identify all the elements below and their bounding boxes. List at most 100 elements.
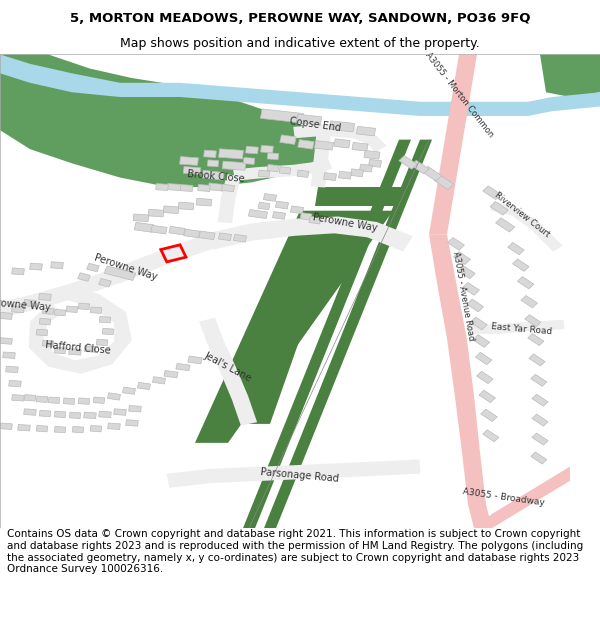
Polygon shape <box>429 234 492 528</box>
Text: Hafford Close: Hafford Close <box>45 340 111 356</box>
FancyBboxPatch shape <box>202 170 224 180</box>
FancyBboxPatch shape <box>114 409 126 415</box>
Polygon shape <box>468 320 565 334</box>
FancyBboxPatch shape <box>243 158 255 164</box>
Text: A3055 - Morton Common: A3055 - Morton Common <box>423 51 495 139</box>
FancyBboxPatch shape <box>134 222 154 232</box>
FancyBboxPatch shape <box>91 307 101 313</box>
FancyBboxPatch shape <box>222 161 246 170</box>
FancyBboxPatch shape <box>37 329 47 336</box>
FancyBboxPatch shape <box>521 296 538 308</box>
FancyBboxPatch shape <box>208 183 224 191</box>
FancyBboxPatch shape <box>183 166 201 174</box>
FancyBboxPatch shape <box>267 152 279 159</box>
FancyBboxPatch shape <box>298 139 314 149</box>
FancyBboxPatch shape <box>70 412 80 419</box>
FancyBboxPatch shape <box>11 306 25 312</box>
FancyBboxPatch shape <box>422 166 442 181</box>
FancyBboxPatch shape <box>79 398 89 404</box>
FancyBboxPatch shape <box>25 394 35 401</box>
FancyBboxPatch shape <box>84 412 96 419</box>
FancyBboxPatch shape <box>188 356 202 364</box>
FancyBboxPatch shape <box>40 318 50 325</box>
FancyBboxPatch shape <box>37 426 47 432</box>
FancyBboxPatch shape <box>55 309 65 316</box>
FancyBboxPatch shape <box>197 184 211 191</box>
Text: Map shows position and indicative extent of the property.: Map shows position and indicative extent… <box>120 37 480 50</box>
FancyBboxPatch shape <box>43 308 53 314</box>
FancyBboxPatch shape <box>73 426 83 432</box>
Polygon shape <box>29 284 132 374</box>
FancyBboxPatch shape <box>69 349 81 355</box>
Polygon shape <box>0 54 600 116</box>
FancyBboxPatch shape <box>108 423 120 429</box>
FancyBboxPatch shape <box>67 306 77 312</box>
Polygon shape <box>167 459 421 488</box>
FancyBboxPatch shape <box>368 159 382 168</box>
FancyBboxPatch shape <box>0 338 12 344</box>
FancyBboxPatch shape <box>137 382 151 389</box>
FancyBboxPatch shape <box>207 160 219 167</box>
FancyBboxPatch shape <box>0 423 12 429</box>
FancyBboxPatch shape <box>300 213 312 220</box>
FancyBboxPatch shape <box>94 397 104 403</box>
FancyBboxPatch shape <box>55 411 65 418</box>
Polygon shape <box>0 234 214 318</box>
FancyBboxPatch shape <box>167 184 181 191</box>
FancyBboxPatch shape <box>280 135 296 144</box>
Polygon shape <box>474 466 570 528</box>
Polygon shape <box>429 54 477 234</box>
Polygon shape <box>195 211 393 443</box>
FancyBboxPatch shape <box>248 209 268 219</box>
FancyBboxPatch shape <box>50 262 64 269</box>
Text: A3055 - Broadway: A3055 - Broadway <box>463 487 545 508</box>
FancyBboxPatch shape <box>329 121 355 132</box>
FancyBboxPatch shape <box>18 424 30 431</box>
Text: Riverview Court: Riverview Court <box>493 190 551 239</box>
Polygon shape <box>207 216 413 251</box>
FancyBboxPatch shape <box>411 161 429 174</box>
FancyBboxPatch shape <box>176 363 190 371</box>
FancyBboxPatch shape <box>483 186 501 199</box>
FancyBboxPatch shape <box>24 409 36 415</box>
FancyBboxPatch shape <box>196 198 212 206</box>
FancyBboxPatch shape <box>525 314 541 327</box>
FancyBboxPatch shape <box>40 410 50 417</box>
FancyBboxPatch shape <box>260 146 274 153</box>
FancyBboxPatch shape <box>399 156 417 169</box>
FancyBboxPatch shape <box>338 171 352 179</box>
FancyBboxPatch shape <box>314 141 334 150</box>
FancyBboxPatch shape <box>467 299 484 312</box>
Text: Copse End: Copse End <box>289 116 341 133</box>
FancyBboxPatch shape <box>107 392 121 400</box>
FancyBboxPatch shape <box>86 263 100 272</box>
Text: Brook Close: Brook Close <box>187 169 245 184</box>
Polygon shape <box>0 54 600 528</box>
Polygon shape <box>264 139 432 528</box>
FancyBboxPatch shape <box>532 433 548 445</box>
FancyBboxPatch shape <box>64 398 74 404</box>
FancyBboxPatch shape <box>99 411 111 418</box>
FancyBboxPatch shape <box>11 268 25 275</box>
FancyBboxPatch shape <box>279 167 291 174</box>
FancyBboxPatch shape <box>258 170 270 177</box>
FancyBboxPatch shape <box>290 206 304 214</box>
FancyBboxPatch shape <box>126 420 138 426</box>
FancyBboxPatch shape <box>233 234 247 242</box>
FancyBboxPatch shape <box>43 340 53 347</box>
FancyBboxPatch shape <box>85 346 95 352</box>
FancyBboxPatch shape <box>38 294 52 301</box>
FancyBboxPatch shape <box>37 396 47 402</box>
FancyBboxPatch shape <box>12 394 24 401</box>
FancyBboxPatch shape <box>221 184 235 192</box>
FancyBboxPatch shape <box>448 238 464 250</box>
FancyBboxPatch shape <box>218 233 232 241</box>
FancyBboxPatch shape <box>334 139 350 148</box>
FancyBboxPatch shape <box>163 206 179 214</box>
FancyBboxPatch shape <box>473 334 490 348</box>
FancyBboxPatch shape <box>29 263 43 270</box>
FancyBboxPatch shape <box>98 279 112 287</box>
FancyBboxPatch shape <box>458 266 475 279</box>
FancyBboxPatch shape <box>479 390 496 402</box>
FancyBboxPatch shape <box>260 109 304 123</box>
